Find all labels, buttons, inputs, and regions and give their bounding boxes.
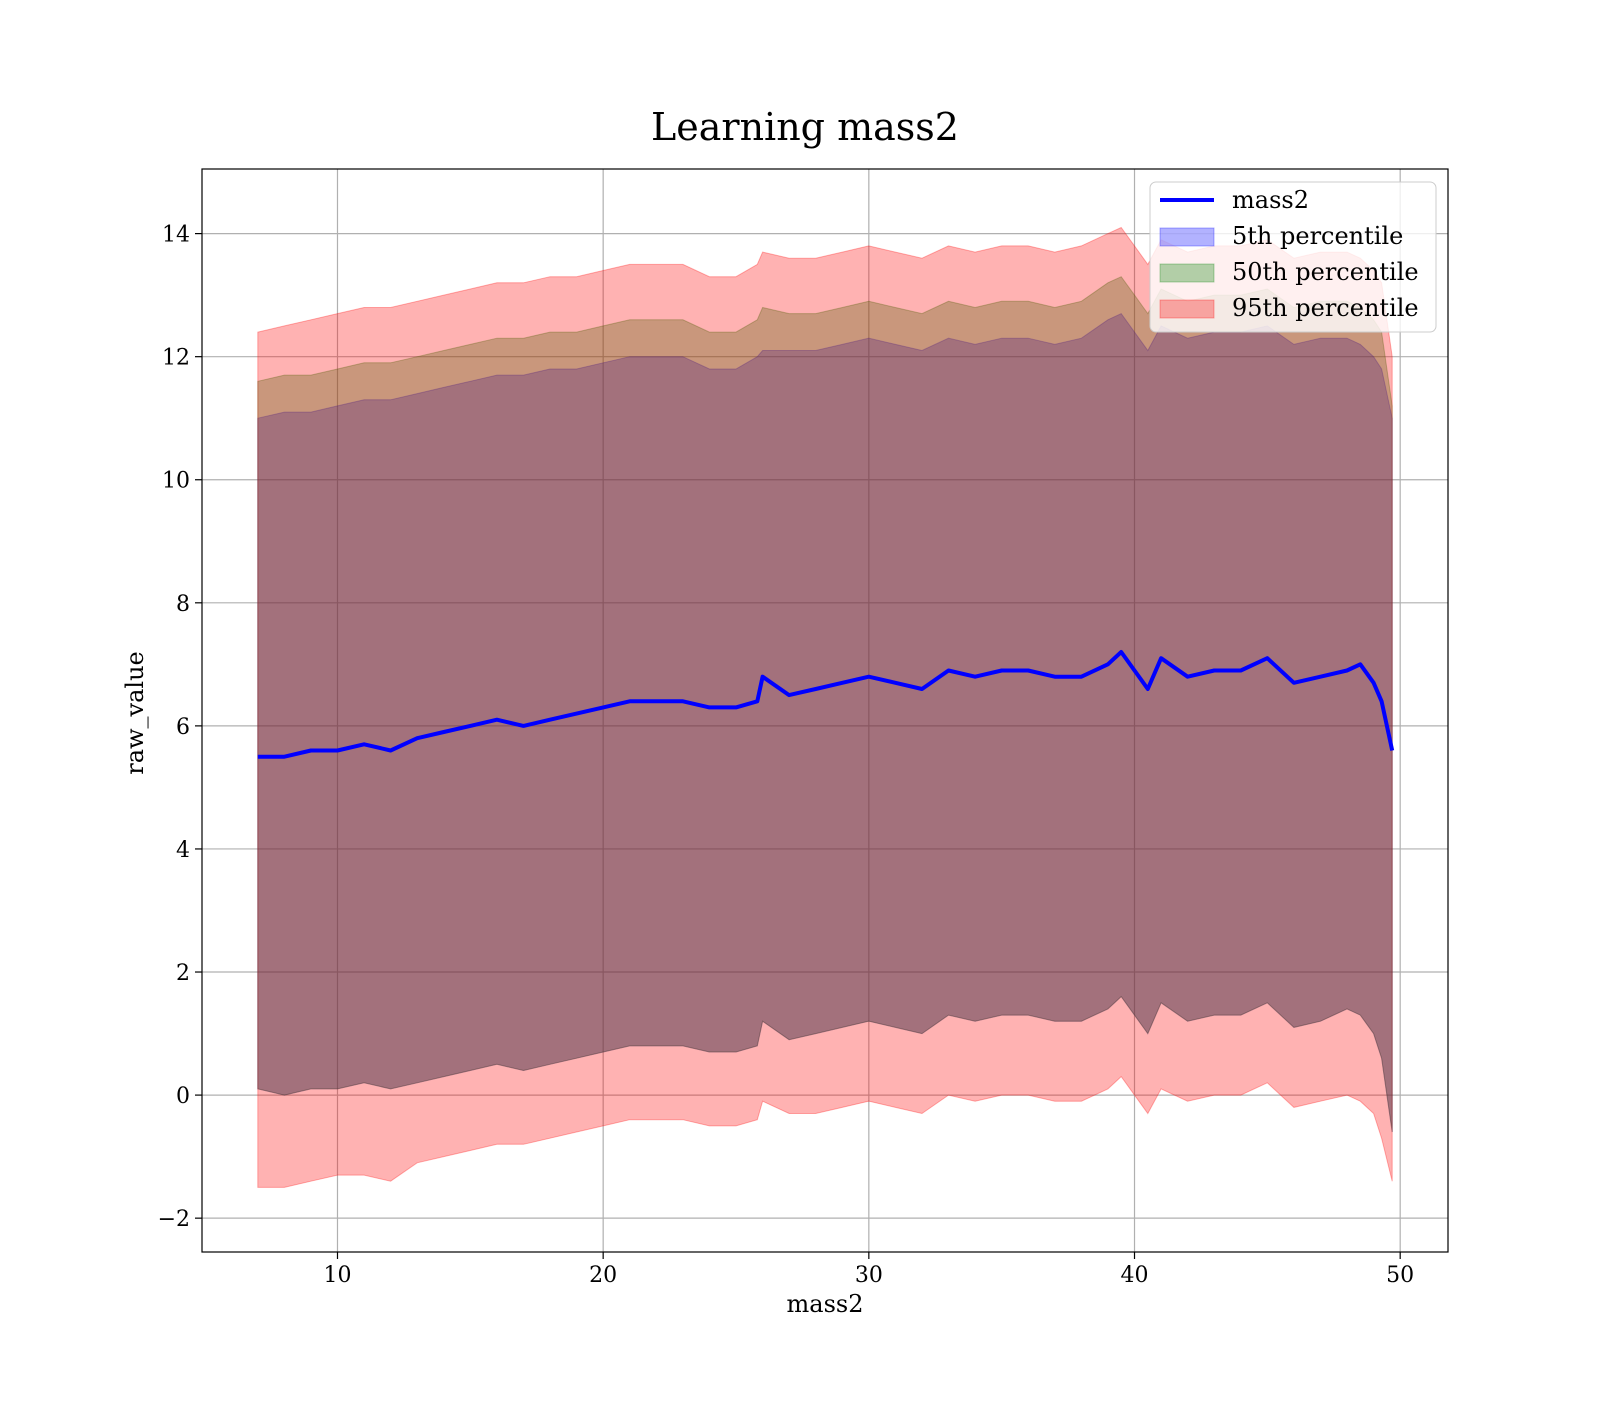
- y-axis-label: raw_value: [121, 651, 149, 775]
- legend-box: [1149, 181, 1437, 333]
- series-line-mass2: [257, 650, 1395, 759]
- x-tick-label: 20: [589, 1263, 617, 1288]
- y-tick-label: 12: [162, 346, 190, 371]
- x-axis-label: mass2: [787, 1290, 864, 1318]
- x-axis-ticks: 10 20 30 40 50: [323, 1252, 1414, 1288]
- y-tick-label: 2: [176, 961, 190, 986]
- y-tick-label: 8: [176, 592, 190, 617]
- legend-swatch-95th: [1159, 299, 1215, 319]
- x-tick-label: 50: [1386, 1263, 1414, 1288]
- x-tick-label: 40: [1121, 1263, 1149, 1288]
- legend-swatch-50th: [1159, 263, 1215, 283]
- band-50th-percentile: [257, 276, 1393, 1133]
- x-tick-label: 10: [323, 1263, 351, 1288]
- y-tick-label: 6: [176, 715, 190, 740]
- legend-label-mass2: mass2: [1232, 186, 1309, 214]
- band-5th-percentile: [257, 312, 1393, 1133]
- series-lines: [257, 650, 1395, 759]
- y-axis-ticks: −2 0 2 4 6 8 10 12 14: [158, 223, 202, 1232]
- x-tick-label: 30: [855, 1263, 883, 1288]
- band-95th-percentile: [257, 226, 1393, 1188]
- legend-label-95th: 95th percentile: [1232, 294, 1419, 322]
- y-tick-label: 10: [162, 469, 190, 494]
- chart-title: Learning mass2: [651, 105, 959, 149]
- legend-swatch-5th: [1159, 227, 1215, 247]
- y-tick-label: −2: [158, 1207, 190, 1232]
- legend-label-50th: 50th percentile: [1232, 258, 1419, 286]
- grid: [202, 169, 1448, 1252]
- y-tick-label: 0: [176, 1084, 190, 1109]
- percentile-bands: [257, 226, 1393, 1188]
- legend-label-5th: 5th percentile: [1232, 222, 1403, 250]
- legend: mass2 5th percentile 50th percentile 95t…: [1149, 181, 1437, 333]
- plot-frame: [201, 168, 1449, 1253]
- y-tick-label: 14: [162, 223, 190, 248]
- y-tick-label: 4: [176, 838, 190, 863]
